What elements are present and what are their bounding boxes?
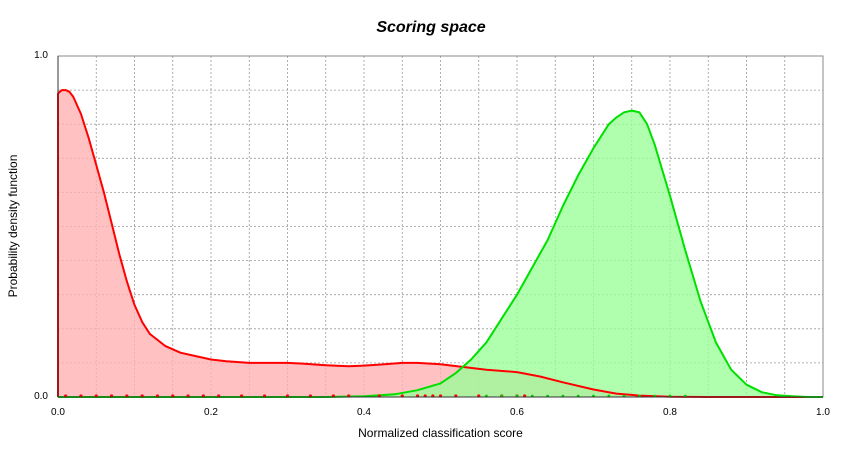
x-axis-label: Normalized classification score xyxy=(358,426,523,440)
series-1-area xyxy=(58,90,823,397)
x-tick-label: 0.8 xyxy=(663,407,677,418)
y-tick-label: 1.0 xyxy=(34,50,48,61)
y-tick-label: 0.0 xyxy=(34,391,48,402)
x-tick-label: 0.0 xyxy=(51,407,65,418)
x-tick-label: 0.2 xyxy=(204,407,218,418)
series-1-line xyxy=(57,89,823,398)
x-tick-label: 0.6 xyxy=(510,407,524,418)
series-2-area xyxy=(58,110,823,397)
x-tick-label: 0.4 xyxy=(357,407,371,418)
series-2-line xyxy=(58,109,823,398)
x-tick-label: 1.0 xyxy=(816,407,830,418)
chart-title: Scoring space xyxy=(376,19,486,36)
